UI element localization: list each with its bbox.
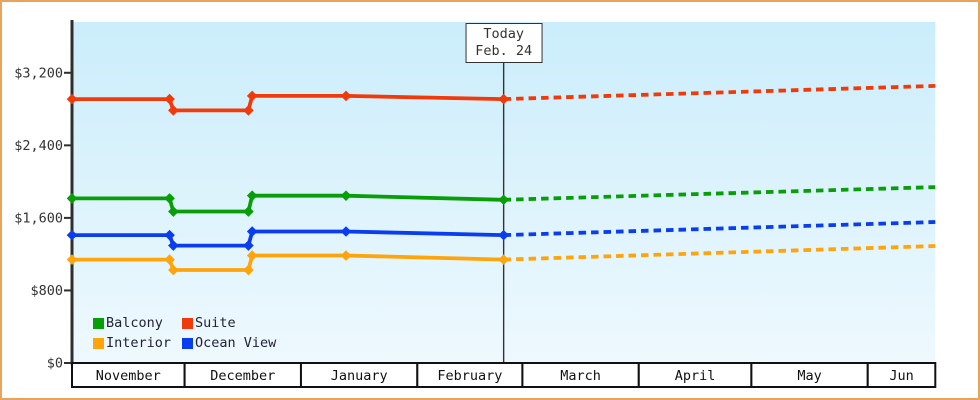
- x-axis-month-label: Jun: [889, 368, 913, 384]
- x-axis-month-cell: [299, 362, 419, 388]
- data-point-marker-interior: [243, 264, 254, 276]
- data-point-marker-suite: [498, 93, 509, 105]
- data-point-marker-ocean-view: [164, 229, 175, 241]
- x-axis-month-cell: [183, 362, 302, 388]
- x-axis-month-label: May: [797, 368, 821, 384]
- data-point-marker-suite: [168, 105, 179, 116]
- legend-label-balcony: Balcony: [106, 315, 163, 331]
- data-point-marker-suite: [164, 93, 175, 105]
- legend-swatch-interior: [93, 337, 104, 349]
- legend-swatch-ocean-view: [182, 337, 193, 349]
- data-point-marker-ocean-view: [66, 229, 78, 241]
- y-axis-tick-label: $800: [30, 283, 63, 299]
- series-forecast-line-suite: [503, 84, 936, 101]
- data-point-marker-balcony: [243, 206, 254, 217]
- legend-swatch-suite: [182, 317, 193, 329]
- data-point-marker-ocean-view: [340, 226, 352, 237]
- legend-label-interior: Interior: [106, 335, 172, 351]
- x-axis-month-label: February: [437, 368, 502, 384]
- data-point-marker-ocean-view: [498, 229, 509, 241]
- legend-label-ocean-view: Ocean View: [195, 335, 277, 351]
- data-point-marker-balcony: [164, 193, 175, 204]
- data-point-marker-interior: [340, 250, 352, 261]
- x-axis-month-label: November: [96, 368, 161, 384]
- x-axis-month-label: April: [675, 368, 716, 384]
- y-axis-tick-label: $3,200: [14, 65, 63, 81]
- x-axis-month-cell: [416, 362, 524, 388]
- legend-item-interior: Interior: [93, 333, 182, 353]
- y-axis-tick-label: $1,600: [14, 210, 63, 226]
- data-point-marker-balcony: [66, 193, 78, 204]
- data-point-marker-balcony: [498, 194, 509, 206]
- x-axis-month-label: January: [331, 368, 388, 384]
- data-point-marker-balcony: [340, 190, 352, 201]
- series-forecast-line-ocean-view: [503, 220, 936, 237]
- legend-item-balcony: Balcony: [93, 313, 182, 333]
- data-point-marker-interior: [498, 254, 509, 265]
- legend-label-suite: Suite: [195, 315, 236, 331]
- today-label-line1: Today: [483, 26, 524, 42]
- today-label-line2: Feb. 24: [475, 43, 533, 59]
- x-axis-month-label: December: [210, 368, 275, 384]
- data-point-marker-suite: [246, 90, 258, 102]
- data-point-marker-interior: [66, 254, 78, 265]
- data-point-marker-ocean-view: [168, 240, 179, 251]
- y-axis-tick-label: $2,400: [14, 138, 63, 154]
- x-axis-month-label: March: [560, 368, 601, 384]
- legend-item-ocean-view: Ocean View: [182, 333, 276, 353]
- y-axis-tick-label: $0: [47, 356, 63, 372]
- data-point-marker-balcony: [246, 190, 258, 201]
- chart-legend: Balcony Suite Interior Ocean View: [93, 313, 276, 353]
- data-point-marker-suite: [340, 90, 352, 102]
- data-point-marker-interior: [168, 264, 179, 276]
- data-point-marker-balcony: [168, 206, 179, 217]
- series-forecast-line-interior: [503, 244, 936, 262]
- series-forecast-line-balcony: [503, 185, 936, 202]
- data-point-marker-interior: [164, 254, 175, 265]
- x-axis-month-cell: [637, 362, 753, 388]
- data-point-marker-ocean-view: [243, 240, 254, 251]
- legend-item-suite: Suite: [182, 313, 276, 333]
- x-axis-month-cell: [866, 362, 937, 388]
- data-point-marker-suite: [66, 93, 78, 105]
- data-point-marker-ocean-view: [246, 226, 258, 237]
- data-point-marker-suite: [243, 105, 254, 116]
- legend-swatch-balcony: [93, 317, 104, 329]
- today-marker-label: Today Feb. 24: [465, 23, 543, 63]
- data-point-marker-interior: [246, 250, 258, 261]
- x-axis-month-cell: [750, 362, 869, 388]
